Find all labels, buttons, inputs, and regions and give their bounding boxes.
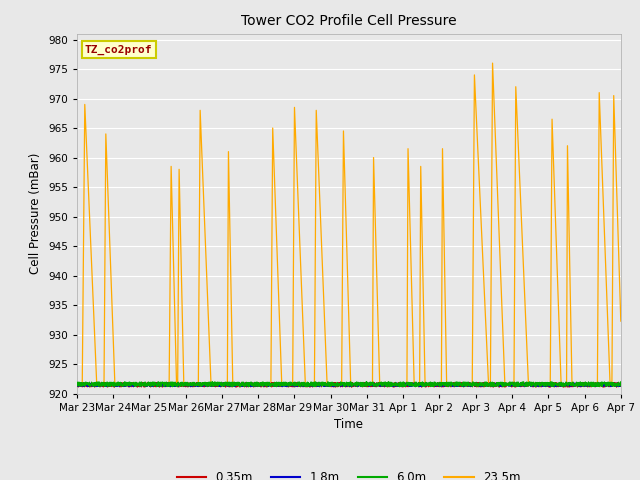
Title: Tower CO2 Profile Cell Pressure: Tower CO2 Profile Cell Pressure	[241, 14, 456, 28]
X-axis label: Time: Time	[334, 418, 364, 431]
Legend: 0.35m, 1.8m, 6.0m, 23.5m: 0.35m, 1.8m, 6.0m, 23.5m	[172, 466, 525, 480]
Text: TZ_co2prof: TZ_co2prof	[85, 44, 152, 55]
Y-axis label: Cell Pressure (mBar): Cell Pressure (mBar)	[29, 153, 42, 274]
